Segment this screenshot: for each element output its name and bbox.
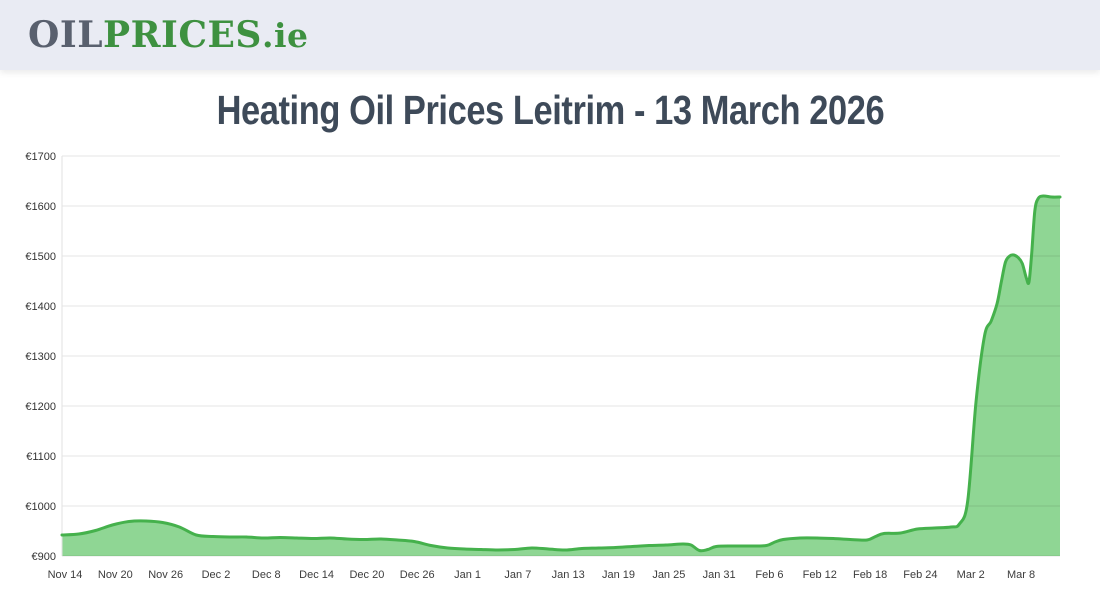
x-axis-label-jan-7: Jan 7 xyxy=(504,569,531,581)
price-line xyxy=(60,194,1062,553)
y-axis-label-1200: €1200 xyxy=(25,401,56,413)
y-axis-label-1600: €1600 xyxy=(25,201,56,213)
x-axis-label-dec-14: Dec 14 xyxy=(299,569,334,581)
x-axis-label-mar-8: Mar 8 xyxy=(1007,569,1035,581)
y-axis-label-900: €900 xyxy=(32,551,56,563)
x-axis-label-feb-24: Feb 24 xyxy=(903,569,937,581)
oilprices-logo[interactable]: OILPRICES.ie xyxy=(28,11,308,60)
logo-text-oil: OIL xyxy=(28,14,104,56)
x-axis-label-jan-31: Jan 31 xyxy=(703,569,736,581)
x-axis-label-dec-26: Dec 26 xyxy=(400,569,435,581)
x-axis-label-nov-20: Nov 20 xyxy=(98,569,133,581)
x-axis-label-dec-8: Dec 8 xyxy=(252,569,281,581)
y-axis-label-1500: €1500 xyxy=(25,251,56,263)
x-axis-label-nov-26: Nov 26 xyxy=(148,569,183,581)
x-axis-label-dec-2: Dec 2 xyxy=(202,569,231,581)
y-axis-label-1700: €1700 xyxy=(25,151,56,163)
x-axis-label-jan-13: Jan 13 xyxy=(552,569,585,581)
y-axis-label-1000: €1000 xyxy=(25,501,56,513)
logo-text-dot: . xyxy=(261,16,274,55)
x-axis-label-dec-20: Dec 20 xyxy=(349,569,384,581)
x-axis-label-feb-6: Feb 6 xyxy=(755,569,783,581)
x-axis-label-nov-14: Nov 14 xyxy=(48,569,83,581)
page-title: Heating Oil Prices Leitrim - 13 March 20… xyxy=(216,87,884,133)
y-axis-label-1300: €1300 xyxy=(25,351,56,363)
x-axis-label-jan-1: Jan 1 xyxy=(454,569,481,581)
logo-text-prices: PRICES xyxy=(103,14,262,56)
x-axis-label-jan-25: Jan 25 xyxy=(652,569,685,581)
y-axis-label-1100: €1100 xyxy=(26,451,56,463)
x-axis-label-jan-19: Jan 19 xyxy=(602,569,635,581)
header-bar: OILPRICES.ie xyxy=(0,0,1100,70)
logo-text-ie: ie xyxy=(273,16,309,55)
x-axis-label-mar-2: Mar 2 xyxy=(957,569,985,581)
x-axis-label-feb-12: Feb 12 xyxy=(803,569,837,581)
chart-plot-area[interactable] xyxy=(62,156,1060,556)
y-axis-label-1400: €1400 xyxy=(25,301,56,313)
x-axis-label-feb-18: Feb 18 xyxy=(853,569,887,581)
heating-oil-price-chart[interactable]: €900 €1000 €1100 €1200 €1300 €1400 €1500 €1600 €… xyxy=(0,145,1100,600)
